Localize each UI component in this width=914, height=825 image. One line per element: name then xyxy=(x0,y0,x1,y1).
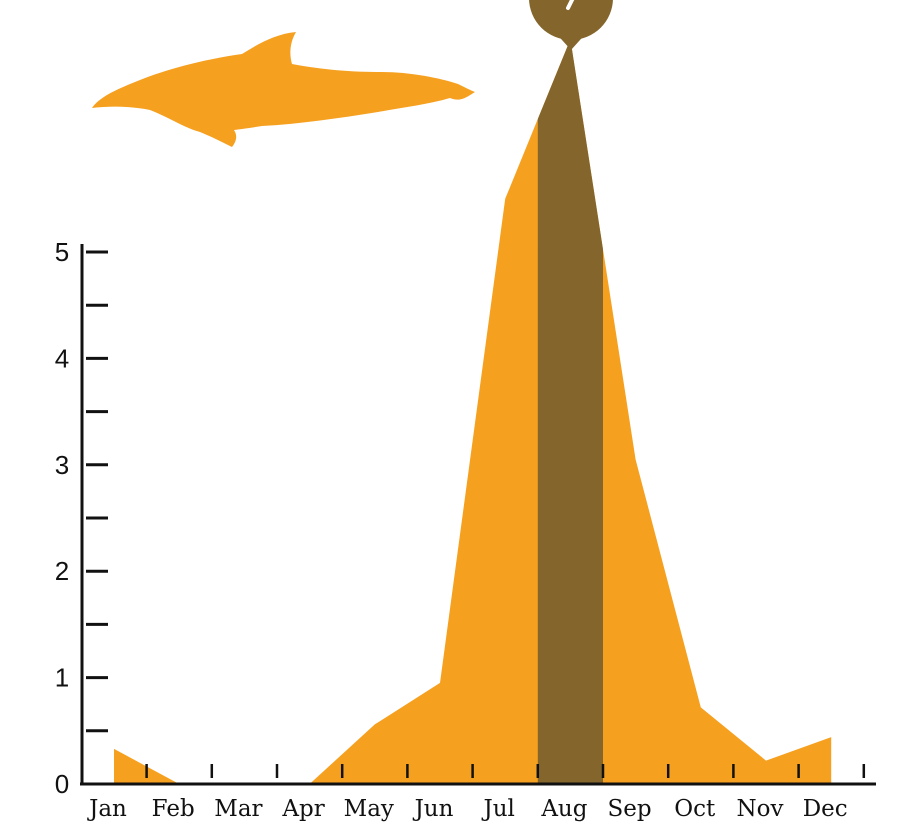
highlight-layer xyxy=(537,39,603,784)
x-tick-label-jan: Jan xyxy=(87,796,127,822)
dolphin-icon xyxy=(92,32,475,147)
x-tick-label-sep: Sep xyxy=(608,796,652,822)
data-point-may xyxy=(373,722,377,726)
x-tick-label-dec: Dec xyxy=(803,796,848,822)
x-tick-label-mar: Mar xyxy=(214,796,262,822)
data-point-dec xyxy=(829,735,833,739)
x-tick-label-jul: Jul xyxy=(482,796,515,822)
data-point-jun xyxy=(438,681,442,685)
y-tick-label-5: 5 xyxy=(55,237,69,267)
location-pin-icon xyxy=(529,0,613,50)
y-tick-label-2: 2 xyxy=(55,556,69,586)
data-point-jan xyxy=(112,747,116,751)
x-tick-label-jun: Jun xyxy=(413,796,454,822)
y-tick-label-1: 1 xyxy=(55,663,69,693)
x-tick-label-oct: Oct xyxy=(674,796,716,822)
data-point-sep xyxy=(634,457,638,461)
data-point-jul xyxy=(503,197,507,201)
x-tick-label-nov: Nov xyxy=(737,796,784,822)
area-layer xyxy=(112,39,833,784)
data-point-nov xyxy=(764,759,768,763)
highlight-band-aug xyxy=(537,39,603,784)
x-tick-label-apr: Apr xyxy=(281,796,324,822)
y-tick-labels: 0 1 2 3 4 5 xyxy=(55,237,69,799)
y-tick-label-0: 0 xyxy=(55,769,69,799)
x-tick-labels: Jan Feb Mar Apr May Jun Jul Aug Sep Oct Nov Dec xyxy=(87,796,848,822)
y-tick-label-3: 3 xyxy=(55,450,69,480)
axes xyxy=(80,244,876,786)
y-tick-label-4: 4 xyxy=(55,343,69,373)
x-tick-label-aug: Aug xyxy=(540,796,587,822)
data-point-oct xyxy=(699,705,703,709)
x-tick-label-may: May xyxy=(344,796,394,822)
x-tick-label-feb: Feb xyxy=(152,796,195,822)
series-area xyxy=(114,39,832,784)
